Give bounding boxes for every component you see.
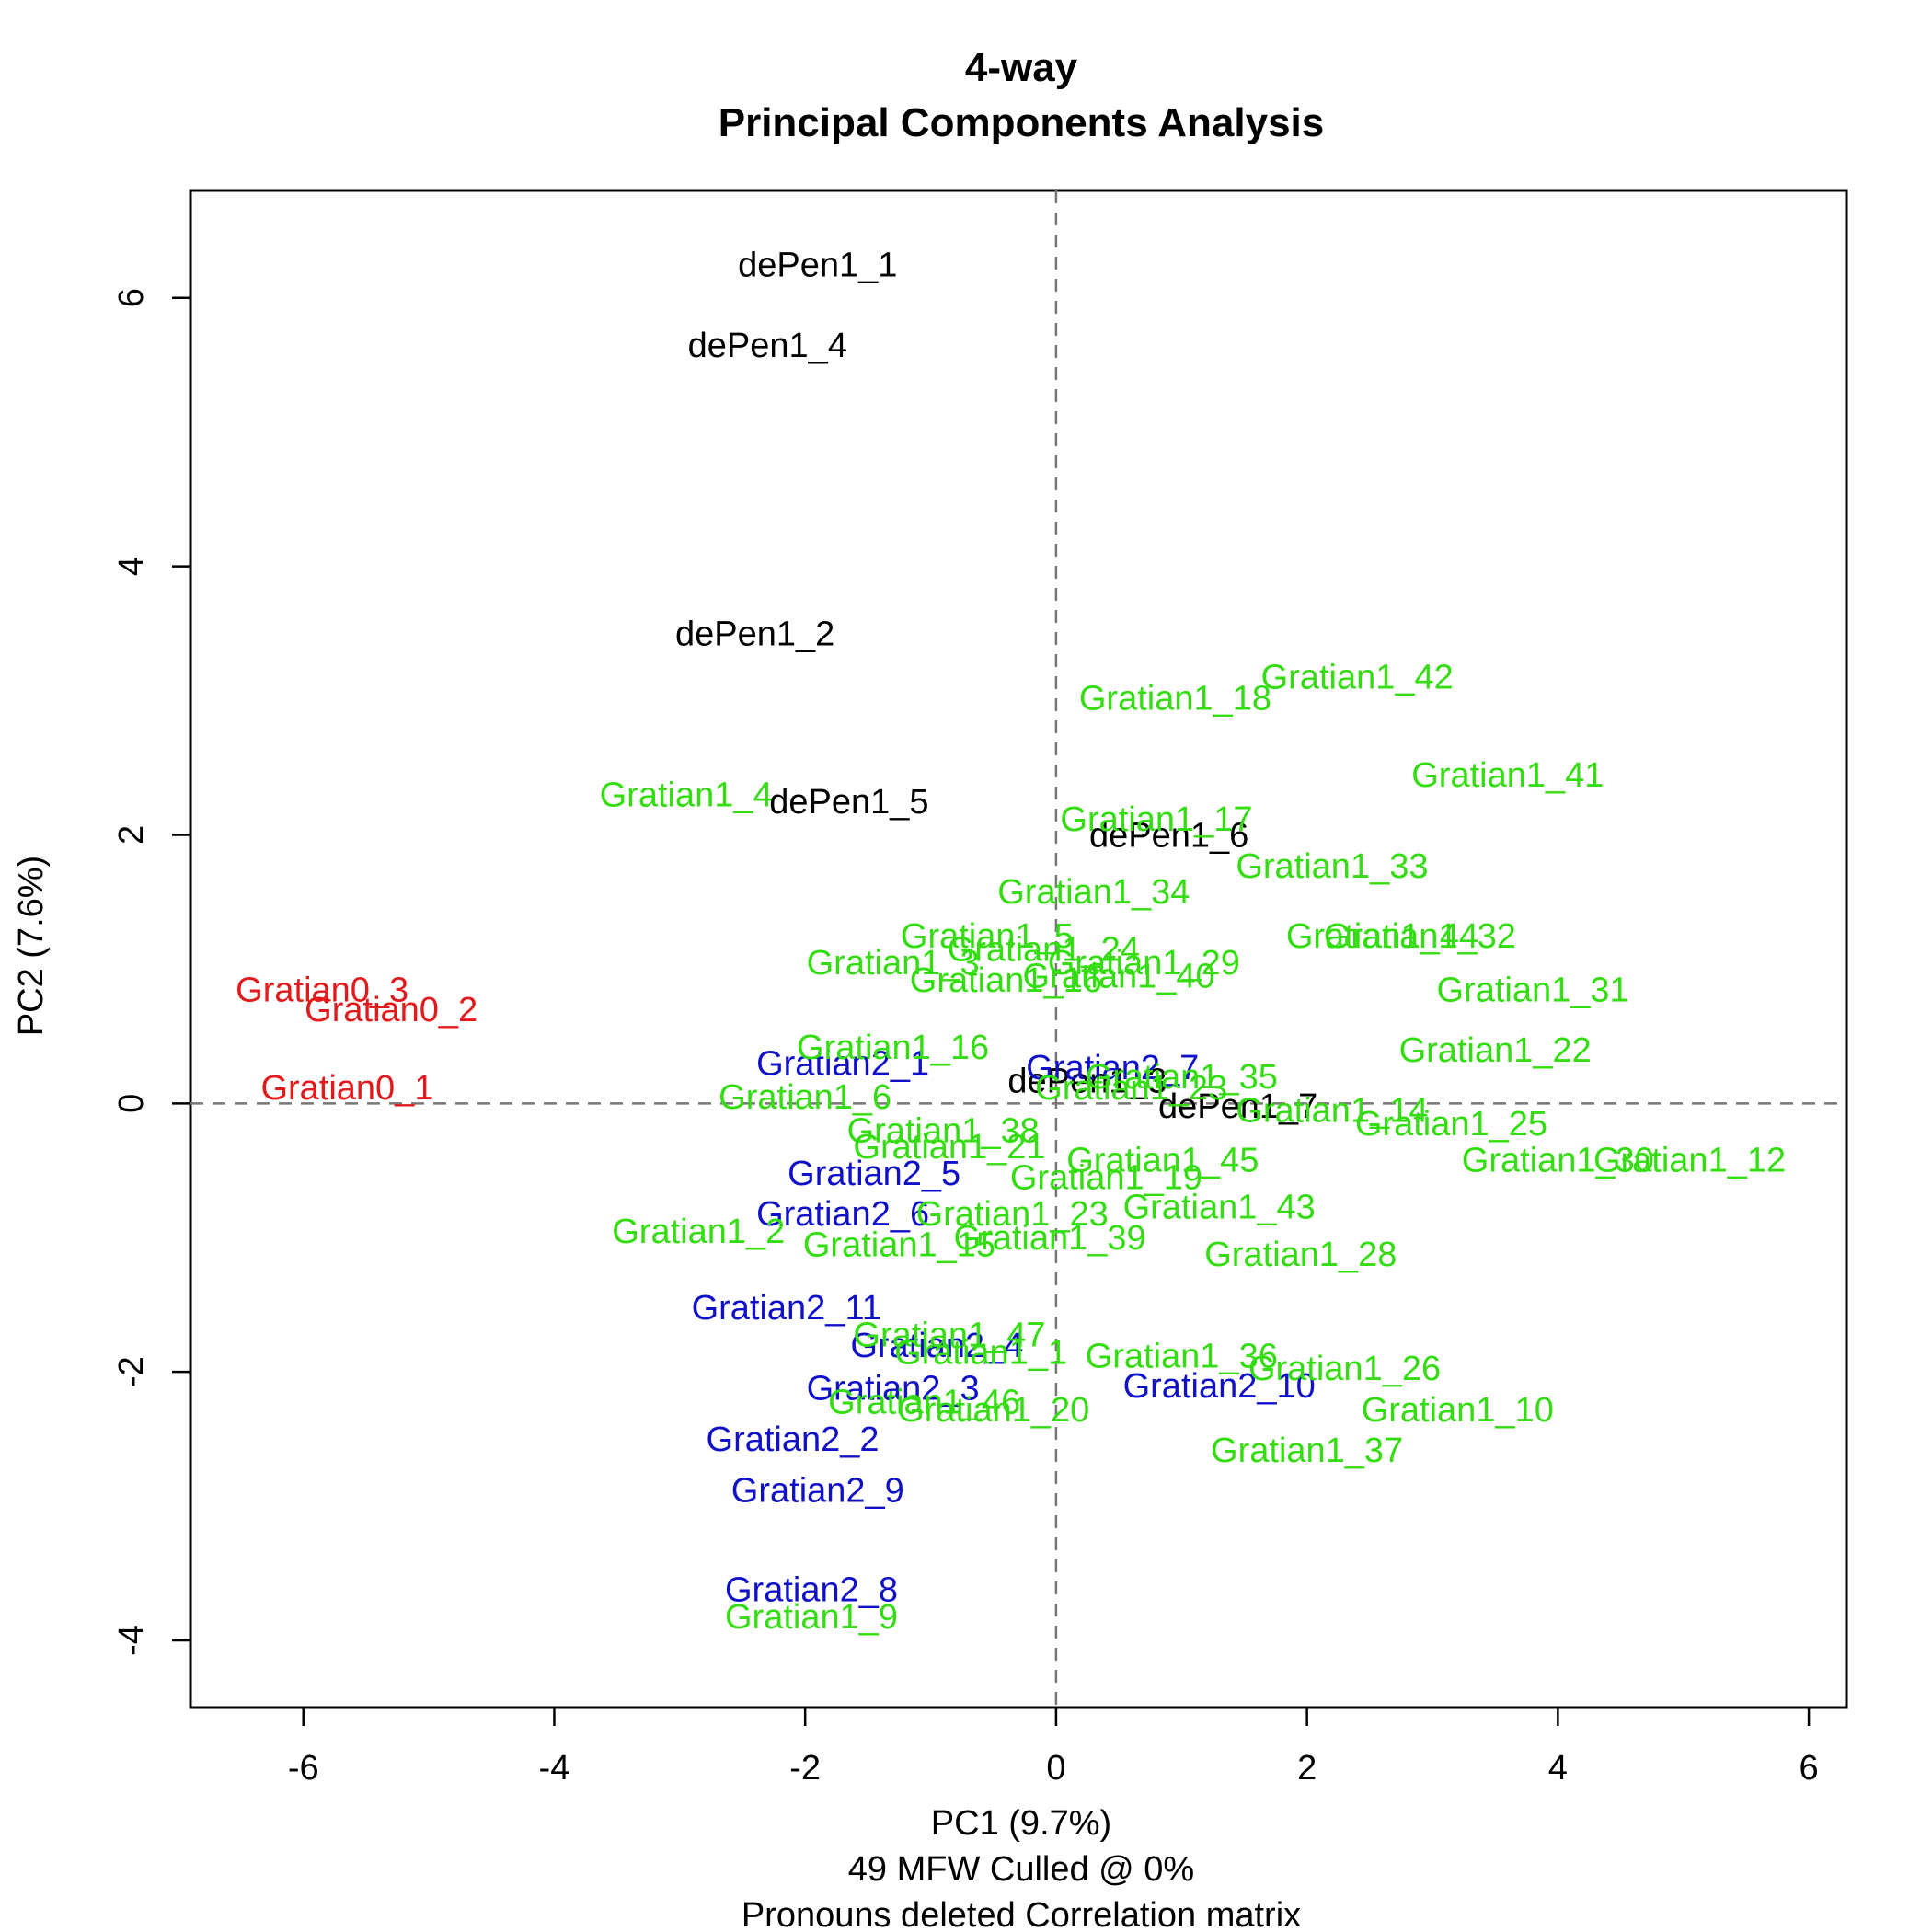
point-label: Gratian1_6 xyxy=(719,1078,891,1117)
point-label: dePen1_6 xyxy=(1089,816,1248,855)
point-label: Gratian0_1 xyxy=(260,1069,433,1108)
y-tick-label: 4 xyxy=(112,557,151,576)
point-label: Gratian1_9 xyxy=(725,1598,898,1637)
x-axis-label: PC1 (9.7%) xyxy=(931,1804,1111,1843)
point-label: Gratian1_25 xyxy=(1355,1105,1547,1144)
point-label: dePen1_1 xyxy=(738,246,897,284)
chart-title: 4-way Principal Components Analysis xyxy=(719,45,1325,145)
point-label: Gratian1_24 xyxy=(948,931,1140,970)
point-label: dePen1_5 xyxy=(769,783,928,822)
point-label: Gratian2_8 xyxy=(725,1571,898,1610)
point-label: Gratian1_5 xyxy=(901,917,1074,956)
point-label: Gratian1_46 xyxy=(828,1383,1020,1421)
y-axis-label: PC2 (7.6%) xyxy=(12,856,51,1036)
plot-frame xyxy=(189,189,1848,1709)
point-label: Gratian1_2 xyxy=(612,1213,785,1251)
point-label: Gratian1_23 xyxy=(1035,1069,1227,1108)
title-line-2: Principal Components Analysis xyxy=(719,100,1325,145)
point-label: Gratian2_9 xyxy=(731,1472,904,1511)
point-label: Gratian1_18 xyxy=(1079,680,1271,719)
point-label: Gratian2_3 xyxy=(807,1370,980,1409)
point-label: Gratian1_37 xyxy=(1211,1432,1403,1470)
point-label: Gratian1_12 xyxy=(1593,1142,1786,1180)
point-label: Gratian1_39 xyxy=(954,1219,1146,1258)
point-label: Gratian0_3 xyxy=(236,971,408,1009)
point-label: Gratian1_35 xyxy=(1086,1058,1278,1097)
y-tick-label: 6 xyxy=(112,288,151,307)
point-label: Gratian1_19 xyxy=(1010,1159,1202,1198)
y-tick-label: -2 xyxy=(112,1356,151,1387)
point-label: Gratian1_14 xyxy=(1236,1092,1428,1131)
point-label: Gratian1_38 xyxy=(847,1112,1040,1151)
point-label: Gratian1_36 xyxy=(1086,1338,1278,1376)
point-label: Gratian2_5 xyxy=(788,1155,960,1193)
point-label: Gratian1_42 xyxy=(1261,658,1454,696)
y-tick-label: 0 xyxy=(112,1094,151,1113)
point-label: Gratian1_34 xyxy=(997,873,1190,912)
point-label: Gratian1_43 xyxy=(1123,1189,1316,1227)
point-label: Gratian2_7 xyxy=(1026,1049,1199,1087)
point-label: Gratian1_29 xyxy=(1048,944,1240,983)
point-label: Gratian1_21 xyxy=(853,1128,1045,1167)
point-label: dePen1_2 xyxy=(675,615,834,654)
point-label: Gratian1_10 xyxy=(1362,1391,1554,1430)
x-tick-label: -6 xyxy=(288,1749,319,1788)
point-label: Gratian1_28 xyxy=(1204,1236,1397,1274)
point-label: Gratian1_32 xyxy=(1324,917,1516,956)
point-label: Gratian1_45 xyxy=(1066,1142,1259,1180)
x-tick-label: 4 xyxy=(1548,1749,1568,1788)
x-axis-subtitle-1: 49 MFW Culled @ 0% xyxy=(848,1850,1194,1889)
point-label: Gratian1_26 xyxy=(1248,1350,1441,1388)
point-label: Gratian1_16 xyxy=(910,961,1102,1000)
point-label: Gratian1_41 xyxy=(1411,756,1604,795)
x-tick-label: -4 xyxy=(539,1749,570,1788)
x-tick-label: -2 xyxy=(789,1749,821,1788)
point-label: Gratian1_44 xyxy=(1286,917,1478,956)
point-label: Gratian1_17 xyxy=(1060,800,1252,839)
point-label: Gratian2_10 xyxy=(1123,1367,1316,1406)
point-label: Gratian1_33 xyxy=(1236,847,1428,886)
point-label: dePen1_4 xyxy=(688,327,847,365)
point-label: Gratian2_4 xyxy=(850,1327,1023,1365)
point-label: Gratian1_47 xyxy=(853,1316,1045,1354)
x-tick-label: 0 xyxy=(1046,1749,1065,1788)
point-label: Gratian1_1 xyxy=(894,1333,1067,1372)
point-label: Gratian2_1 xyxy=(756,1045,929,1084)
point-label: Gratian1_3 xyxy=(807,944,980,983)
y-tick-label: -4 xyxy=(112,1625,151,1656)
point-label: dePen1_3 xyxy=(1007,1063,1167,1101)
point-label: dePen1_7 xyxy=(1158,1087,1317,1126)
title-line-1: 4-way xyxy=(965,45,1078,90)
point-label: Gratian1_30 xyxy=(1462,1142,1654,1180)
point-label: Gratian0_2 xyxy=(305,991,477,1029)
point-label: Gratian1_31 xyxy=(1437,971,1629,1009)
x-tick-label: 6 xyxy=(1800,1749,1819,1788)
point-label: Gratian1_22 xyxy=(1399,1031,1592,1070)
point-label: Gratian1_4 xyxy=(600,776,773,815)
x-axis-subtitle-2: Pronouns deleted Correlation matrix xyxy=(742,1896,1301,1932)
point-label: Gratian1_23 xyxy=(916,1195,1109,1234)
y-tick-label: 2 xyxy=(112,825,151,845)
point-label: Gratian1_40 xyxy=(1023,958,1215,996)
point-label: Gratian2_2 xyxy=(707,1420,880,1459)
x-tick-label: 2 xyxy=(1297,1749,1317,1788)
x-axis-title: PC1 (9.7%) 49 MFW Culled @ 0% Pronouns d… xyxy=(742,1804,1301,1932)
point-label: Gratian1_20 xyxy=(897,1391,1089,1430)
point-label: Gratian1_15 xyxy=(803,1226,995,1265)
point-label: Gratian2_11 xyxy=(692,1289,881,1328)
point-label: Gratian2_6 xyxy=(756,1195,929,1234)
point-label: Gratian1_16 xyxy=(797,1029,989,1067)
